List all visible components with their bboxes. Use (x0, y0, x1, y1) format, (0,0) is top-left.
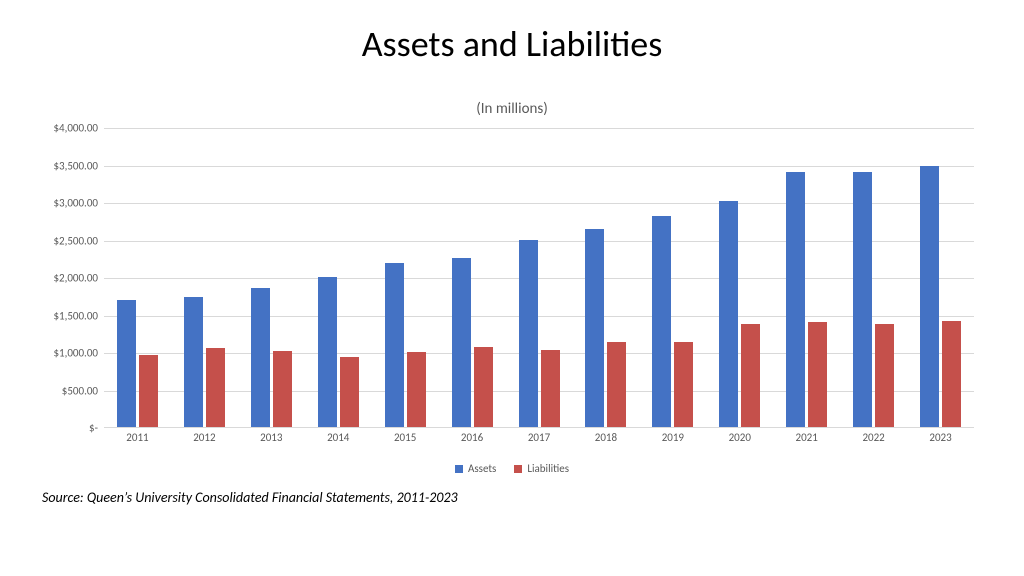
legend-swatch-icon (455, 465, 463, 473)
bar-assets (251, 288, 270, 428)
x-tick-label: 2021 (796, 427, 818, 444)
x-tick-label: 2020 (729, 427, 751, 444)
bar-liabilities (340, 357, 359, 427)
gridline (104, 203, 974, 204)
gridline (104, 241, 974, 242)
legend-item-liabilities: Liabilities (514, 462, 569, 475)
x-tick-label: 2019 (662, 427, 684, 444)
bar-liabilities (139, 355, 158, 427)
x-tick-label: 2016 (461, 427, 483, 444)
y-tick-label: $1,500.00 (53, 309, 104, 322)
bar-liabilities (206, 348, 225, 428)
chart-legend: Assets Liabilities (0, 462, 1024, 475)
legend-item-assets: Assets (455, 462, 496, 475)
source-note: Source: Queen’s University Consolidated … (42, 489, 1024, 506)
legend-label: Assets (468, 462, 496, 475)
y-tick-label: $2,500.00 (53, 234, 104, 247)
bar-liabilities (674, 342, 693, 427)
y-tick-label: $3,500.00 (53, 159, 104, 172)
page-title: Assets and Liabilities (0, 22, 1024, 66)
x-tick-label: 2011 (126, 427, 148, 444)
gridline (104, 316, 974, 317)
bar-assets (920, 166, 939, 427)
gridline (104, 391, 974, 392)
bar-liabilities (474, 347, 493, 427)
y-tick-label: $1,000.00 (53, 347, 104, 360)
x-tick-label: 2018 (595, 427, 617, 444)
x-tick-label: 2012 (193, 427, 215, 444)
x-tick-label: 2013 (260, 427, 282, 444)
x-tick-label: 2014 (327, 427, 349, 444)
bar-assets (786, 172, 805, 427)
gridline (104, 278, 974, 279)
bar-assets (519, 240, 538, 428)
bar-assets (117, 300, 136, 428)
bar-liabilities (741, 324, 760, 428)
y-tick-label: $4,000.00 (53, 122, 104, 135)
bar-assets (385, 263, 404, 427)
bar-liabilities (541, 350, 560, 427)
y-tick-label: $3,000.00 (53, 197, 104, 210)
bar-assets (452, 258, 471, 428)
x-tick-label: 2022 (862, 427, 884, 444)
plot-area: $-$500.00$1,000.00$1,500.00$2,000.00$2,5… (104, 128, 974, 428)
bar-assets (585, 229, 604, 427)
gridline (104, 128, 974, 129)
bar-assets (318, 277, 337, 427)
chart-container: $- $500.00 $1,000.00 $1,500.00 $2,000.00 $2,5… (42, 128, 982, 456)
y-tick-label: $- (89, 422, 104, 435)
bar-assets (184, 297, 203, 427)
y-tick-label: $500.00 (62, 384, 104, 397)
bar-liabilities (808, 322, 827, 427)
bar-liabilities (273, 351, 292, 428)
gridline (104, 166, 974, 167)
legend-label: Liabilities (527, 462, 569, 475)
legend-swatch-icon (514, 465, 522, 473)
x-tick-label: 2015 (394, 427, 416, 444)
x-tick-label: 2023 (929, 427, 951, 444)
bar-assets (853, 172, 872, 427)
x-tick-label: 2017 (528, 427, 550, 444)
bar-liabilities (942, 321, 961, 428)
bar-liabilities (875, 324, 894, 427)
y-tick-label: $2,000.00 (53, 272, 104, 285)
gridline (104, 353, 974, 354)
bar-liabilities (407, 352, 426, 427)
bar-assets (719, 201, 738, 428)
bar-assets (652, 216, 671, 428)
bar-liabilities (607, 342, 626, 427)
chart-subtitle: (In millions) (0, 100, 1024, 118)
